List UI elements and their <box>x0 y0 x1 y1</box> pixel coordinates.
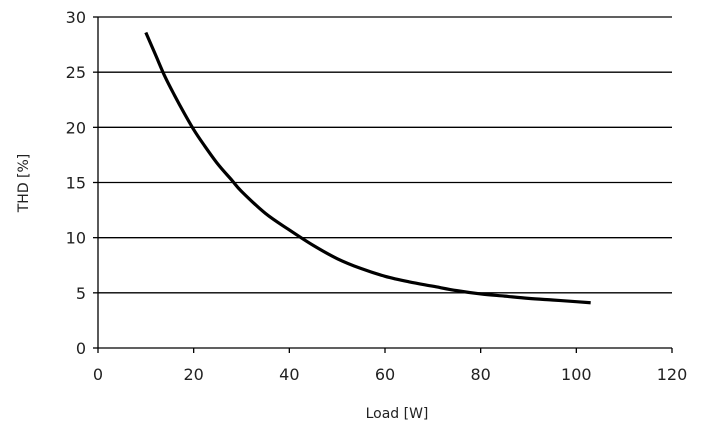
tick-labels: 0 5 10 15 20 25 30 0 20 40 60 80 100 120 <box>66 8 688 384</box>
series-layer <box>144 31 591 305</box>
grid-lines <box>98 16 672 294</box>
x-tick-label-20: 20 <box>183 365 203 384</box>
x-tick-label-100: 100 <box>561 365 592 384</box>
x-tick-label-0: 0 <box>93 365 103 384</box>
axes <box>93 16 673 353</box>
y-tick-label-15: 15 <box>66 174 86 193</box>
x-tick-label-120: 120 <box>657 365 688 384</box>
y-tick-label-25: 25 <box>66 63 86 82</box>
x-tick-label-80: 80 <box>470 365 490 384</box>
y-tick-label-20: 20 <box>66 118 86 137</box>
y-tick-label-0: 0 <box>76 339 86 358</box>
series-line-0 <box>144 31 591 305</box>
x-tick-label-60: 60 <box>375 365 395 384</box>
y-tick-label-5: 5 <box>76 284 86 303</box>
y-tick-label-10: 10 <box>66 229 86 248</box>
x-axis-title: Load [W] <box>366 406 429 422</box>
x-tick-label-40: 40 <box>279 365 299 384</box>
y-axis-title: THD [%] <box>16 154 32 214</box>
y-tick-label-30: 30 <box>66 8 86 27</box>
